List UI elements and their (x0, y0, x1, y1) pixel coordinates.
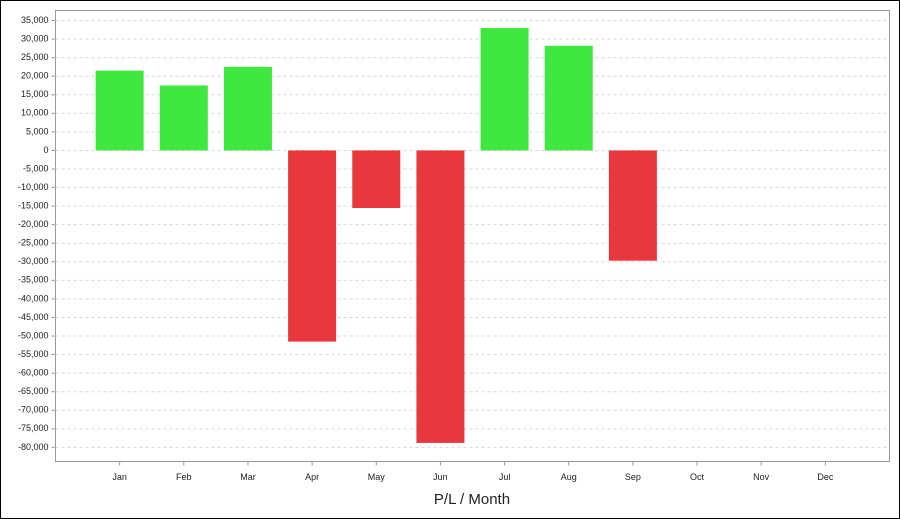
y-tick-label: -40,000 (18, 293, 49, 303)
x-tick-label: Jul (499, 472, 511, 482)
y-tick-label: -30,000 (18, 256, 49, 266)
y-tick-label: -65,000 (18, 386, 49, 396)
bar (480, 27, 529, 151)
x-tick-label: Aug (561, 472, 577, 482)
x-tick-label: May (368, 472, 386, 482)
x-tick-label: Oct (690, 472, 705, 482)
bar (159, 85, 208, 151)
y-tick-label: 5,000 (26, 126, 49, 136)
x-tick-label: Jan (112, 472, 127, 482)
x-tick-label: Nov (753, 472, 770, 482)
y-tick-label: -55,000 (18, 349, 49, 359)
y-tick-label: -15,000 (18, 200, 49, 210)
plot-area (55, 10, 890, 462)
y-tick-label: 0 (43, 145, 48, 155)
y-tick-label: 25,000 (21, 52, 49, 62)
y-tick-label: -45,000 (18, 312, 49, 322)
y-tick-label: -20,000 (18, 219, 49, 229)
bar (288, 150, 337, 342)
y-tick-label: -75,000 (18, 423, 49, 433)
bar (544, 45, 593, 151)
y-tick-label: 20,000 (21, 71, 49, 81)
bar (223, 66, 272, 151)
y-tick-label: -80,000 (18, 442, 49, 452)
y-tick-label: -5,000 (23, 163, 49, 173)
x-axis-label: P/L / Month (434, 491, 510, 508)
y-tick-label: -25,000 (18, 238, 49, 248)
y-tick-label: -50,000 (18, 330, 49, 340)
y-tick-label: 15,000 (21, 89, 49, 99)
y-tick-label: -10,000 (18, 182, 49, 192)
y-tick-label: 35,000 (21, 15, 49, 25)
y-tick-label: -60,000 (18, 368, 49, 378)
x-tick-label: Jun (433, 472, 448, 482)
y-tick-label: -35,000 (18, 275, 49, 285)
bar (416, 150, 465, 443)
x-tick-label: Dec (817, 472, 834, 482)
x-tick-label: Feb (176, 472, 192, 482)
bar (95, 70, 144, 151)
bar (608, 150, 657, 261)
y-tick-label: 10,000 (21, 108, 49, 118)
x-tick-label: Mar (240, 472, 256, 482)
x-tick-label: Apr (305, 472, 319, 482)
y-tick-label: 30,000 (21, 33, 49, 43)
y-tick-label: -70,000 (18, 405, 49, 415)
bar (352, 150, 401, 208)
x-tick-label: Sep (625, 472, 641, 482)
